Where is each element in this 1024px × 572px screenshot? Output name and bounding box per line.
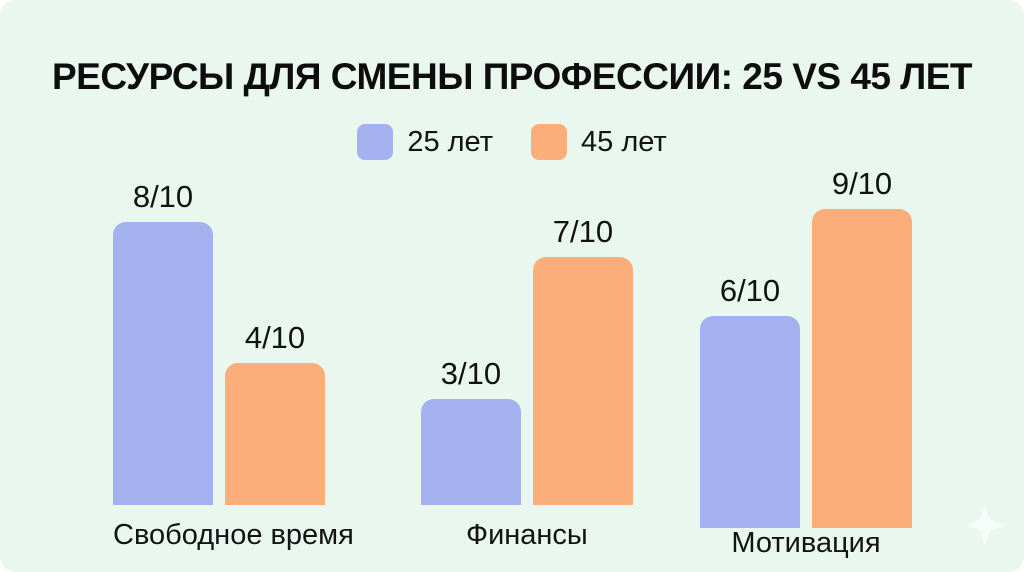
legend-label-45: 45 лет	[581, 125, 667, 158]
category-group: 8/10 4/10 Свободное время	[113, 168, 354, 552]
bar-with-label: 8/10	[113, 181, 213, 505]
legend-label-25: 25 лет	[407, 125, 493, 158]
chart-title: РЕСУРСЫ ДЛЯ СМЕНЫ ПРОФЕССИИ: 25 VS 45 ЛЕ…	[51, 56, 973, 97]
category-label: Финансы	[466, 519, 588, 552]
bar	[812, 209, 912, 528]
bar-with-label: 7/10	[532, 214, 633, 505]
legend-item-25: 25 лет	[357, 124, 493, 160]
bar-pair: 6/10 9/10	[700, 168, 912, 528]
bar-with-label: 3/10	[420, 356, 521, 505]
value-label: 6/10	[719, 273, 781, 308]
category-label: Мотивация	[731, 527, 881, 559]
value-label: 8/10	[132, 179, 194, 214]
category-group: 3/10 7/10 Финансы	[420, 168, 633, 552]
category-label: Свободное время	[113, 519, 354, 552]
bar-with-label: 4/10	[225, 322, 325, 505]
bar	[420, 399, 521, 505]
bar	[532, 257, 633, 505]
bar-chart: 8/10 4/10 Свободное время 3/10 7/10 Финансы 6/…	[113, 168, 912, 559]
legend-item-45: 45 лет	[531, 124, 667, 160]
bar-with-label: 6/10	[700, 275, 800, 528]
value-label: 7/10	[552, 214, 614, 249]
value-label: 9/10	[831, 166, 893, 201]
legend-swatch-25-icon	[357, 124, 394, 160]
bar-pair: 3/10 7/10	[420, 168, 633, 505]
bar	[113, 222, 213, 505]
category-group: 6/10 9/10 Мотивация	[700, 168, 912, 559]
legend-swatch-45-icon	[531, 124, 567, 160]
value-label: 4/10	[244, 320, 306, 355]
bar-with-label: 9/10	[812, 168, 912, 528]
bar	[700, 316, 800, 528]
bar	[225, 363, 325, 505]
bar-pair: 8/10 4/10	[113, 168, 354, 505]
sparkle-watermark-icon	[966, 504, 1004, 546]
value-label: 3/10	[440, 356, 502, 391]
legend: 25 лет 45 лет	[0, 124, 1024, 160]
